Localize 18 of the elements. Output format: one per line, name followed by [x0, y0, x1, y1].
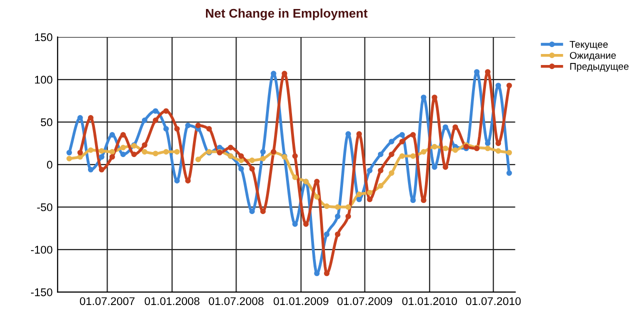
y-tick-label: -150: [30, 288, 52, 296]
legend-label: Текущее: [570, 41, 608, 50]
chart-title: Net Change in Employment: [206, 8, 368, 20]
y-tick-label: 150: [35, 33, 52, 42]
y-tick-label: -100: [30, 246, 52, 254]
y-tick-label: 100: [35, 76, 52, 84]
y-tick-label: -50: [37, 203, 52, 212]
x-tick-label: 01.01.2008: [144, 297, 200, 306]
x-tick-label: 01.07.2007: [80, 297, 135, 306]
legend-label: Ожидание: [570, 52, 616, 61]
x-tick-label: 01.01.2010: [402, 297, 457, 306]
x-tick-label: 01.07.2009: [337, 297, 392, 306]
y-tick-label: 50: [40, 118, 52, 126]
x-tick-label: 01.01.2009: [274, 297, 328, 306]
x-tick-label: 01.07.2008: [208, 297, 264, 306]
legend-label: Предыдущее: [570, 63, 629, 72]
y-tick-label: 0: [46, 160, 52, 169]
x-tick-label: 01.07.2010: [466, 297, 521, 306]
